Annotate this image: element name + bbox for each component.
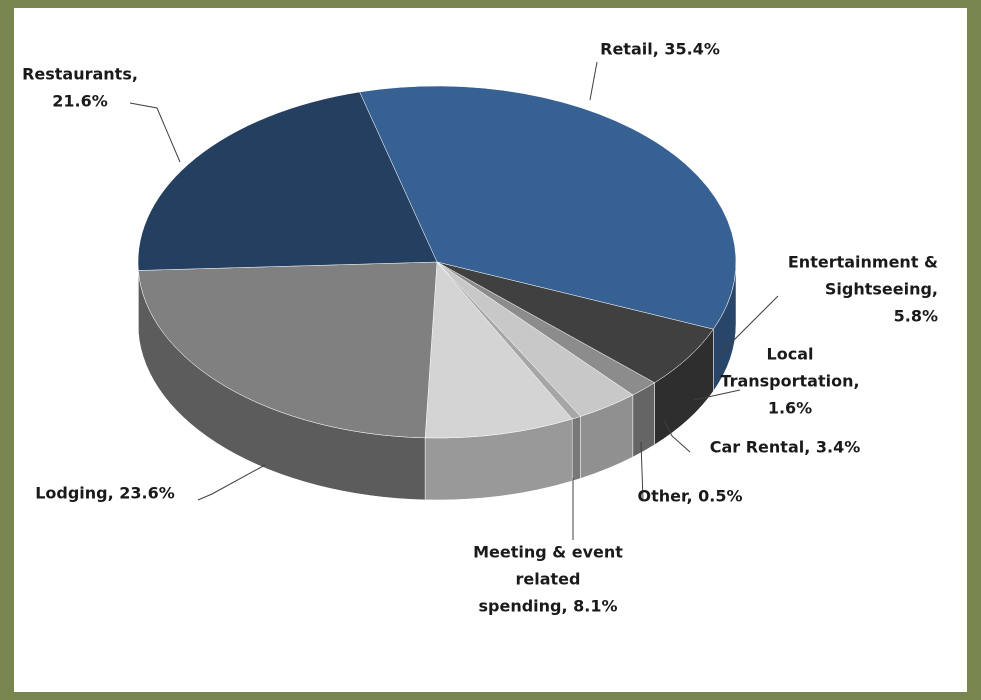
data-label: 5.8% bbox=[894, 307, 938, 326]
data-label: Local bbox=[767, 345, 814, 364]
data-label: Meeting & event bbox=[473, 543, 623, 562]
data-label: Lodging, 23.6% bbox=[35, 484, 175, 503]
pie-side bbox=[632, 382, 655, 458]
leader-line bbox=[693, 389, 741, 401]
pie-side bbox=[571, 416, 581, 482]
leader-line bbox=[717, 295, 779, 357]
leader-line bbox=[129, 102, 181, 163]
leader-line bbox=[640, 441, 644, 501]
data-label: spending, 8.1% bbox=[478, 597, 617, 616]
pie-slice bbox=[424, 261, 573, 439]
data-label: related bbox=[516, 570, 581, 589]
data-label: Car Rental, 3.4% bbox=[710, 438, 861, 457]
data-label: Sightseeing, bbox=[825, 280, 938, 299]
data-label: Retail, 35.4% bbox=[600, 40, 720, 59]
pie-slice bbox=[359, 85, 737, 330]
leader-line bbox=[197, 464, 266, 501]
data-label: 1.6% bbox=[768, 399, 812, 418]
data-label: Transportation, bbox=[720, 372, 859, 391]
leader-line bbox=[663, 419, 691, 453]
data-label: Restaurants, bbox=[22, 65, 138, 84]
pie-slice bbox=[137, 91, 438, 271]
data-label: Entertainment & bbox=[788, 253, 938, 272]
data-label: Other, 0.5% bbox=[637, 487, 742, 506]
leader-line bbox=[589, 61, 598, 101]
data-label: 21.6% bbox=[52, 92, 108, 111]
pie-slice bbox=[138, 261, 438, 439]
